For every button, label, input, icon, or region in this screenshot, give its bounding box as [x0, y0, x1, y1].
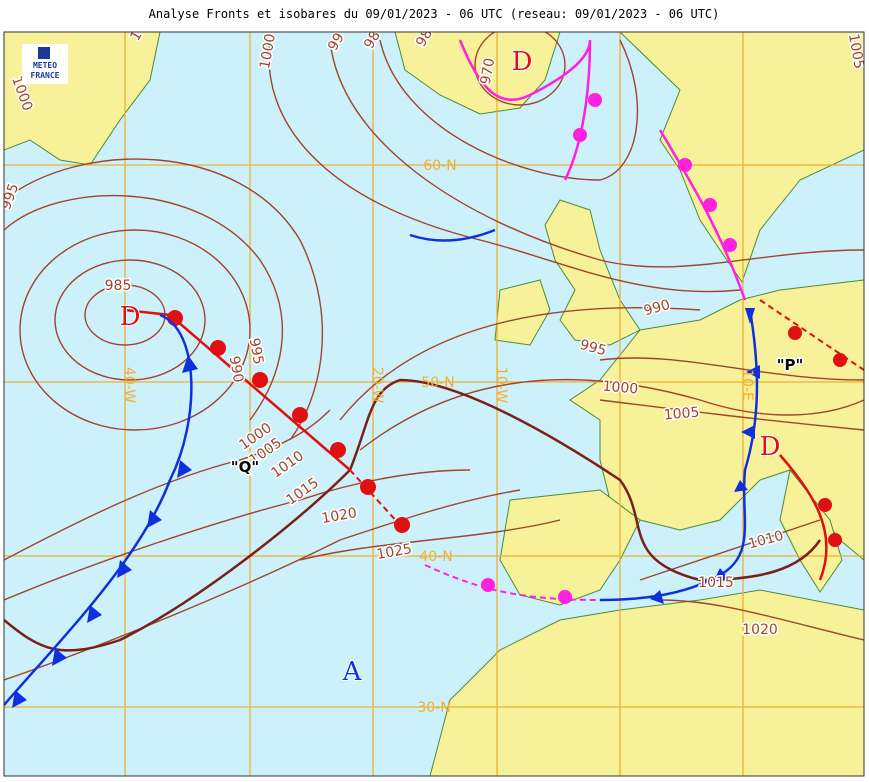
isobar-label: 1005: [663, 404, 700, 423]
cold-front: [409, 228, 496, 242]
isobar-label: 1000: [602, 378, 639, 397]
warm-symbol: [330, 442, 346, 458]
isobar: [359, 378, 864, 451]
britain: [544, 199, 641, 346]
occluded-symbol: [481, 578, 495, 592]
pressure-center: A: [342, 657, 363, 687]
ireland: [494, 279, 551, 346]
isobar: [54, 259, 206, 381]
isobar: [329, 39, 864, 268]
warm-symbol: [360, 479, 376, 495]
logo-text: METEO: [33, 61, 57, 70]
isobar: [4, 158, 324, 441]
occluded-front: [458, 39, 592, 181]
isobar: [299, 519, 561, 561]
longitude-label: 10-W: [493, 367, 509, 403]
isobar: [19, 229, 251, 431]
warm-symbol: [167, 310, 183, 326]
isobar: [379, 39, 639, 181]
front-name: "P": [777, 356, 804, 374]
warm-symbol: [252, 372, 268, 388]
isobar-label: 1020: [742, 622, 778, 638]
isobar: [659, 599, 864, 641]
pressure-center: D: [512, 47, 533, 77]
latitude-label: 50-N: [421, 375, 454, 391]
latitude-label: 30-N: [417, 700, 450, 716]
warm-symbol: [292, 407, 308, 423]
map-area: 60-N50-N40-N30-N40-W 20-W 10-W 10-E10009959…: [4, 32, 864, 776]
isobar: [4, 469, 471, 601]
longitude-label: 40-W: [121, 367, 137, 403]
isobar: [339, 306, 701, 421]
occluded-symbol: [678, 158, 692, 172]
iceland: [394, 32, 561, 115]
occluded-front-dashed: [424, 564, 601, 601]
warm-front: [779, 454, 828, 581]
latitude-label: 40-N: [419, 549, 452, 565]
ridge-isobar: [4, 378, 822, 652]
warm-symbol: [833, 353, 847, 367]
graticule: [4, 32, 864, 776]
fronts: [4, 39, 864, 708]
isobar-label: 1015: [698, 575, 734, 591]
isobar: [4, 194, 284, 421]
front-name: "Q": [231, 458, 259, 476]
longitude-label: 10-E: [739, 369, 755, 401]
cold-front: [4, 313, 193, 706]
africa: [429, 589, 864, 776]
map-frame: [3, 31, 865, 777]
isobar-label: 995: [246, 337, 266, 366]
isobar-label: 985: [105, 278, 132, 294]
iberia: [499, 489, 641, 606]
cold-front: [599, 309, 759, 602]
isobar-label: 990: [226, 355, 246, 384]
latitude-label: 60-N: [423, 158, 456, 174]
isobar: [4, 409, 331, 561]
isobar: [268, 39, 741, 293]
map-title: Analyse Fronts et isobares du 09/01/2023…: [149, 7, 720, 21]
longitude-label: 20-W: [369, 367, 385, 403]
warm-symbol: [788, 326, 802, 340]
occluded-symbol: [588, 93, 602, 107]
isobars: [4, 32, 864, 681]
occluded-symbol: [703, 198, 717, 212]
occluded-symbol: [558, 590, 572, 604]
isobar: [474, 32, 566, 106]
warm-symbol: [210, 340, 226, 356]
warm-front-dashed: [349, 469, 401, 526]
isobar: [599, 357, 864, 381]
pressure-center: D: [760, 432, 781, 462]
isobar-label: 970: [478, 57, 498, 86]
logo-text: FRANCE: [31, 71, 60, 80]
europe: [569, 279, 864, 561]
logo-icon: [38, 47, 50, 59]
warm-symbol: [394, 517, 410, 533]
isobar: [639, 519, 821, 581]
occluded-symbol: [573, 128, 587, 142]
isobar: [599, 399, 864, 431]
occluded-symbol: [723, 238, 737, 252]
warm-symbol: [818, 498, 832, 512]
warm-symbol: [828, 533, 842, 547]
pressure-center: D: [120, 302, 141, 332]
